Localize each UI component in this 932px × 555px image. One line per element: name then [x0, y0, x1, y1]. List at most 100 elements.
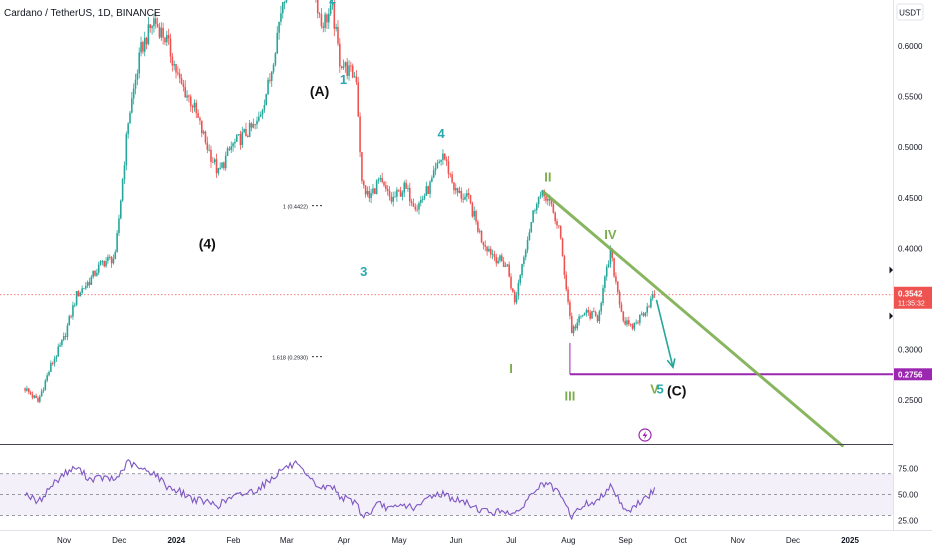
candle	[245, 129, 247, 137]
candle	[576, 322, 579, 329]
candle	[134, 79, 137, 89]
projection-arrow[interactable]	[655, 299, 674, 368]
candle	[605, 266, 608, 277]
candle	[609, 249, 612, 265]
last-price-badge[interactable]	[894, 286, 932, 309]
candle	[68, 316, 71, 326]
candle	[247, 136, 249, 138]
currency-badge[interactable]: USDT	[896, 3, 924, 21]
candle	[206, 142, 209, 150]
candle	[420, 200, 422, 203]
support-price-badge[interactable]	[894, 368, 932, 381]
candle	[24, 388, 26, 391]
candle	[184, 86, 187, 98]
rsi-line[interactable]	[24, 458, 656, 521]
candle	[460, 190, 463, 199]
candle	[567, 289, 569, 302]
candle	[81, 288, 83, 293]
candle	[442, 153, 444, 160]
candle	[31, 394, 34, 398]
wave-label: (A)	[310, 83, 329, 99]
candle	[270, 71, 273, 81]
candle	[519, 275, 522, 284]
candle	[545, 196, 547, 201]
candle	[375, 180, 378, 195]
candle	[226, 148, 229, 156]
candle	[596, 315, 599, 322]
candle	[622, 311, 625, 321]
candle	[385, 185, 387, 190]
candle	[381, 177, 383, 183]
candle	[259, 114, 262, 117]
candle	[594, 312, 597, 316]
rsi-pane: 75.00 50.00 25.00	[0, 458, 919, 526]
time-tick-label: 2024	[167, 536, 185, 545]
candle	[348, 65, 350, 76]
candle	[202, 131, 205, 134]
candle	[142, 42, 144, 52]
axes: 0.6000 0.5500 0.5000 0.4500 0.4000 0.3000 0.25…	[57, 42, 932, 545]
candle	[138, 52, 141, 74]
price-tick-label: 0.3000	[898, 346, 923, 355]
currency-label[interactable]: USDT	[899, 9, 921, 18]
candle	[164, 37, 166, 43]
candle	[620, 304, 623, 312]
candle	[158, 26, 161, 38]
candle	[370, 193, 372, 199]
candle	[587, 310, 590, 313]
candle	[552, 204, 555, 213]
time-tick-label: 2025	[841, 536, 859, 545]
candle	[477, 221, 479, 232]
candle	[320, 14, 323, 27]
candle	[399, 190, 402, 197]
candle	[541, 190, 544, 196]
wave-label: 5	[656, 382, 663, 397]
currency-badge-box[interactable]	[896, 3, 924, 21]
candle	[591, 311, 593, 319]
candle	[97, 264, 100, 273]
wave-label: V	[650, 382, 659, 397]
candle	[186, 95, 188, 98]
candle	[83, 288, 85, 290]
candle	[215, 159, 218, 174]
candle	[453, 182, 455, 191]
candle	[200, 120, 203, 134]
bar-countdown: 11:35:32	[898, 301, 925, 308]
candle	[219, 167, 221, 169]
candle	[37, 398, 39, 402]
candle	[366, 190, 369, 195]
candle	[285, 0, 288, 3]
candle	[235, 135, 238, 142]
candle	[429, 181, 431, 194]
candle	[40, 391, 43, 397]
candle	[407, 187, 409, 189]
candle	[353, 76, 356, 78]
chart-title: Cardano / TetherUS, 1D, BINANCE	[4, 8, 161, 19]
price-pane[interactable]	[24, 0, 656, 404]
candle	[342, 66, 345, 68]
candle	[337, 26, 339, 44]
candle	[92, 270, 94, 277]
candle	[438, 161, 441, 163]
candle	[392, 196, 395, 202]
descending-trendline[interactable]	[542, 190, 844, 448]
candle	[346, 62, 348, 76]
candle	[502, 261, 505, 267]
candle	[160, 27, 163, 38]
candle	[156, 23, 159, 27]
fib-level-label: 1 (0.4422)	[283, 205, 308, 211]
candle	[374, 188, 376, 195]
candle	[140, 42, 142, 53]
candle	[50, 363, 52, 372]
fib-level-label: 1.618 (0.2930)	[272, 356, 308, 362]
candle	[116, 233, 118, 252]
candle	[118, 218, 120, 233]
candle	[86, 282, 89, 286]
candle	[523, 257, 525, 264]
candle	[324, 14, 326, 28]
candle	[547, 199, 549, 201]
candle	[318, 13, 321, 15]
candle	[281, 2, 284, 14]
candle	[559, 226, 562, 239]
candle	[131, 98, 133, 113]
